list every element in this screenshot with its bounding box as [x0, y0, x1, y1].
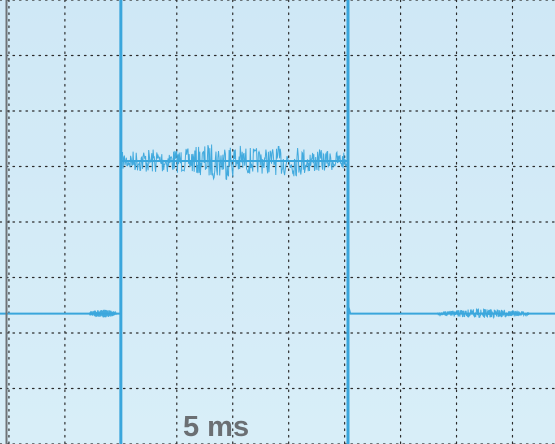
signal-noise-high [122, 144, 348, 181]
time-scale-label: 5 ms [183, 411, 249, 443]
signal-noise-low-left [89, 309, 117, 318]
signal-noise-low-right [437, 307, 530, 320]
signal-trace-group [0, 144, 555, 320]
signal-trace [0, 160, 555, 315]
